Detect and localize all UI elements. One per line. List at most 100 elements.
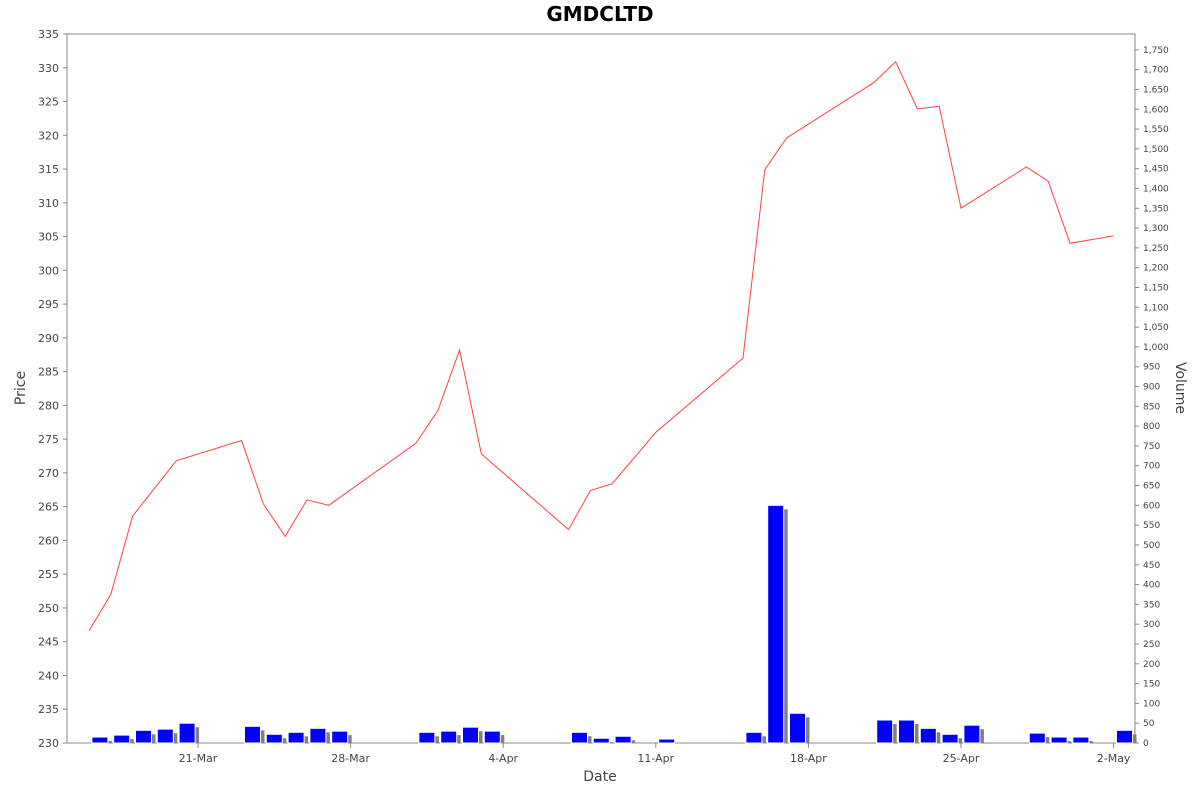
volume-tick-label: 1,400 — [1143, 184, 1169, 194]
volume-bar — [1028, 732, 1046, 744]
date-tick-label: 18-Apr — [790, 752, 827, 765]
date-axis: 21-Mar 28-Mar 4-Apr 11-Apr 18-Apr 25-Apr 2-May — [179, 743, 1131, 765]
volume-tick-label: 650 — [1143, 482, 1160, 492]
volume-tick-label: 1,700 — [1143, 66, 1169, 76]
volume-tick-label: 1,200 — [1143, 264, 1169, 274]
price-tick-label: 250 — [38, 602, 59, 615]
volume-tick-label: 700 — [1143, 462, 1160, 472]
volume-tick-label: 1,100 — [1143, 303, 1169, 313]
volume-tick-label: 400 — [1143, 581, 1160, 591]
volume-bar — [919, 727, 937, 744]
volume-tick-label: 1,300 — [1143, 224, 1169, 234]
price-tick-label: 270 — [38, 467, 59, 480]
volume-tick-label: 1,350 — [1143, 204, 1169, 214]
volume-tick-label: 900 — [1143, 383, 1160, 393]
volume-tick-label: 600 — [1143, 501, 1160, 511]
volume-tick-label: 300 — [1143, 620, 1160, 630]
volume-bar — [941, 733, 959, 744]
volume-bar — [265, 733, 283, 744]
volume-tick-label: 1,600 — [1143, 105, 1169, 115]
price-tick-label: 245 — [38, 636, 59, 649]
volume-bar — [1072, 736, 1090, 744]
price-tick-label: 320 — [38, 129, 59, 142]
date-tick-label: 2-May — [1097, 752, 1131, 765]
volume-tick-label: 150 — [1143, 680, 1160, 690]
volume-tick-label: 0 — [1143, 739, 1149, 749]
volume-bars — [91, 504, 1137, 744]
volume-tick-label: 1,050 — [1143, 323, 1169, 333]
price-tick-label: 230 — [38, 737, 59, 750]
price-series — [88, 60, 1114, 632]
price-tick-label: 235 — [38, 703, 59, 716]
date-tick-label: 11-Apr — [637, 752, 674, 765]
price-tick-label: 285 — [38, 366, 59, 379]
price-tick-label: 300 — [38, 264, 59, 277]
price-tick-label: 305 — [38, 231, 59, 244]
volume-tick-label: 550 — [1143, 521, 1160, 531]
volume-bar — [1050, 736, 1068, 744]
price-tick-label: 295 — [38, 298, 59, 311]
price-tick-label: 330 — [38, 62, 59, 75]
date-tick-label: 28-Mar — [331, 752, 370, 765]
volume-bar — [745, 731, 763, 744]
volume-tick-label: 100 — [1143, 699, 1160, 709]
volume-bar — [440, 730, 458, 744]
volume-tick-label: 1,550 — [1143, 125, 1169, 135]
price-tick-label: 280 — [38, 399, 59, 412]
volume-bar — [767, 504, 785, 744]
y2-axis-label: Volume — [1172, 362, 1188, 414]
volume-tick-label: 50 — [1143, 719, 1155, 729]
price-tick-label: 325 — [38, 96, 59, 109]
volume-tick-label: 350 — [1143, 600, 1160, 610]
volume-tick-label: 1,150 — [1143, 283, 1169, 293]
date-tick-label: 21-Mar — [179, 752, 218, 765]
price-tick-label: 260 — [38, 534, 59, 547]
price-tick-label: 240 — [38, 669, 59, 682]
volume-bar — [135, 729, 152, 744]
volume-bar — [113, 734, 131, 744]
volume-bar — [178, 722, 196, 744]
volume-bar — [571, 731, 588, 744]
date-tick-label: 4-Apr — [488, 752, 518, 765]
volume-tick-label: 200 — [1143, 660, 1160, 670]
y-axis-label: Price — [13, 371, 29, 405]
volume-tick-label: 1,750 — [1143, 46, 1169, 56]
volume-bar — [156, 728, 174, 744]
price-line — [88, 60, 1114, 632]
date-tick-label: 25-Apr — [943, 752, 980, 765]
volume-tick-label: 1,650 — [1143, 85, 1169, 95]
volume-bar — [462, 726, 479, 744]
price-tick-label: 275 — [38, 433, 59, 446]
volume-tick-label: 950 — [1143, 363, 1160, 373]
x-axis-label: Date — [583, 769, 616, 785]
volume-tick-label: 800 — [1143, 422, 1160, 432]
volume-tick-label: 850 — [1143, 402, 1160, 412]
volume-tick-label: 450 — [1143, 561, 1160, 571]
volume-tick-label: 1,250 — [1143, 244, 1169, 254]
volume-bar — [287, 731, 305, 744]
price-tick-label: 290 — [38, 332, 59, 345]
volume-bar — [331, 730, 349, 744]
volume-bar — [658, 738, 676, 744]
plot-area — [66, 33, 1136, 744]
price-tick-label: 265 — [38, 501, 59, 514]
volume-bar — [592, 737, 610, 744]
volume-bar — [1116, 729, 1133, 744]
volume-bar — [91, 736, 109, 744]
volume-tick-label: 750 — [1143, 442, 1160, 452]
volume-tick-label: 250 — [1143, 640, 1160, 650]
volume-bar — [483, 730, 501, 744]
volume-bar — [244, 725, 261, 744]
volume-bar — [876, 719, 894, 744]
volume-tick-label: 1,450 — [1143, 165, 1169, 175]
price-tick-label: 335 — [38, 28, 59, 41]
volume-bar — [614, 735, 632, 744]
volume-tick-label: 1,500 — [1143, 145, 1169, 155]
volume-bar — [898, 719, 915, 744]
volume-bar — [418, 731, 436, 744]
volume-bar — [309, 727, 327, 744]
volume-tick-label: 1,000 — [1143, 343, 1169, 353]
price-tick-label: 310 — [38, 197, 59, 210]
price-tick-label: 255 — [38, 568, 59, 581]
